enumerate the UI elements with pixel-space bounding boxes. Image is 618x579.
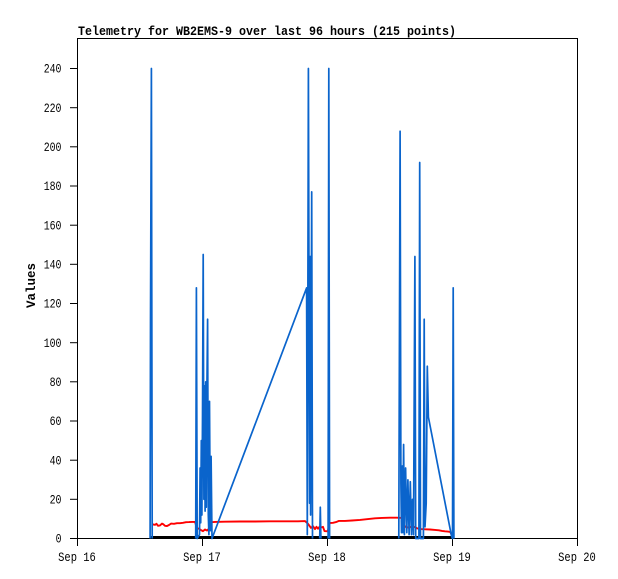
- svg-text:200: 200: [44, 140, 62, 155]
- svg-text:Sep 19: Sep 19: [433, 550, 471, 565]
- svg-text:220: 220: [44, 101, 62, 116]
- svg-text:120: 120: [44, 297, 62, 312]
- svg-text:20: 20: [50, 493, 62, 508]
- svg-text:Sep 17: Sep 17: [183, 550, 221, 565]
- svg-text:160: 160: [44, 218, 62, 233]
- svg-text:Telemetry for WB2EMS-9 over la: Telemetry for WB2EMS-9 over last 96 hour…: [78, 24, 456, 39]
- svg-text:180: 180: [44, 179, 62, 194]
- svg-text:80: 80: [50, 375, 62, 390]
- svg-text:Sep 16: Sep 16: [58, 550, 96, 565]
- svg-text:0: 0: [56, 532, 62, 547]
- svg-text:Sep 18: Sep 18: [308, 550, 346, 565]
- svg-text:Values: Values: [24, 263, 39, 308]
- svg-text:100: 100: [44, 336, 62, 351]
- svg-text:40: 40: [50, 453, 62, 468]
- svg-text:60: 60: [50, 414, 62, 429]
- svg-text:240: 240: [44, 62, 62, 77]
- svg-text:140: 140: [44, 258, 62, 273]
- svg-text:Sep 20: Sep 20: [558, 550, 596, 565]
